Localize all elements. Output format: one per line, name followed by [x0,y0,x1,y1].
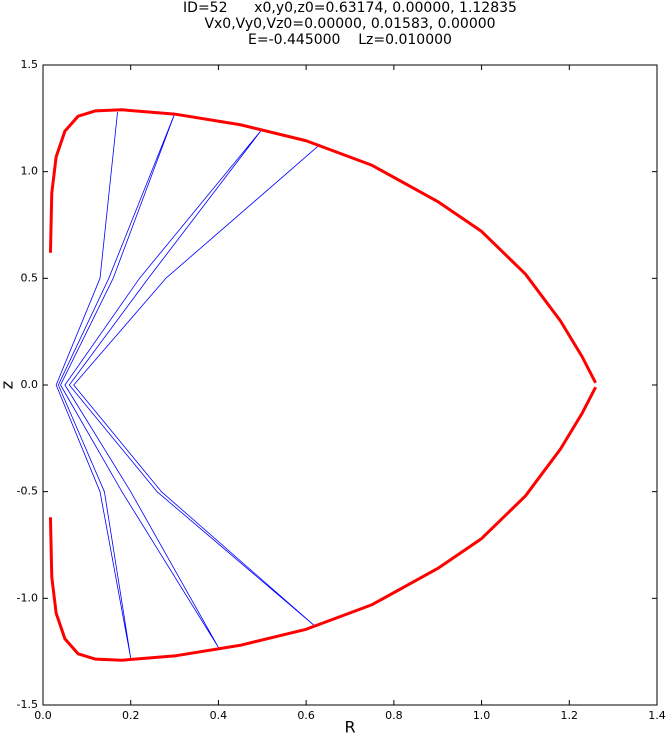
x-tick-label: 1.4 [648,709,666,722]
y-tick-label: -1.5 [17,698,38,711]
x-tick-label: 0.4 [210,709,228,722]
x-tick-label: 0.6 [297,709,315,722]
orbit-line [55,111,321,659]
title-line: E=-0.445000 Lz=0.010000 [248,32,452,48]
y-tick-label: -1.0 [17,591,38,604]
y-axis-label: z [0,381,17,389]
x-tick-label: 0.0 [34,709,52,722]
title-line: Vx0,Vy0,Vz0=0.00000, 0.01583, 0.00000 [204,16,495,32]
x-tick-label: 0.2 [122,709,140,722]
title-line: ID=52 x0,y0,z0=0.63174, 0.00000, 1.12835 [183,0,517,16]
y-tick-label: 0.5 [21,271,39,284]
plot-frame [42,64,658,706]
x-tick-label: 0.8 [385,709,403,722]
x-tick-label: 1.0 [473,709,491,722]
x-axis-label: R [344,718,355,736]
y-tick-label: -0.5 [17,485,38,498]
y-tick-label: 0.0 [21,378,39,391]
x-tick-label: 1.2 [561,709,579,722]
orbit-line [48,108,597,662]
y-tick-label: 1.0 [21,165,39,178]
y-tick-label: 1.5 [21,58,39,71]
